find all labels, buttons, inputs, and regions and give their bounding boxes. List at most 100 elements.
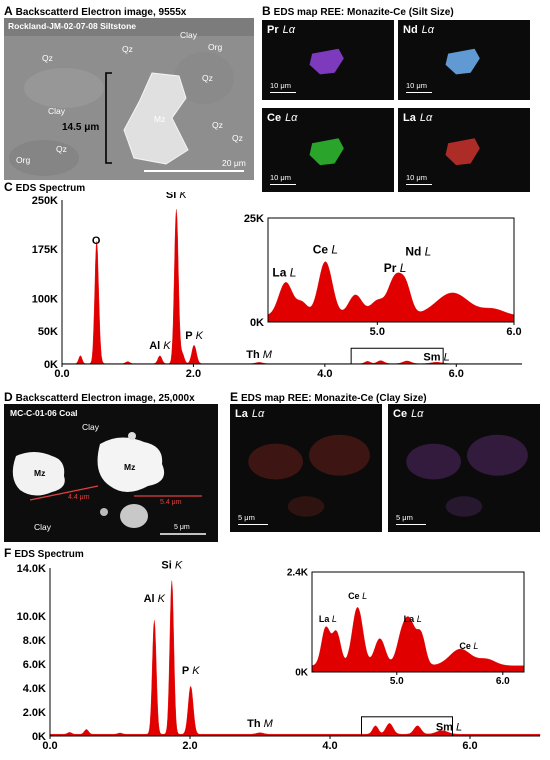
peak-label: Ce L (348, 591, 367, 601)
element-distribution (309, 48, 344, 75)
spectrum-area (311, 607, 525, 673)
element-distribution (248, 434, 370, 517)
y-tick-label: 0K (250, 317, 264, 329)
panel-d-sem-image: MC-C-01-06 Coal Clay Mz Mz Clay 4.4 μm 5… (4, 404, 218, 542)
y-tick-label: 14.0K (17, 563, 46, 575)
peak-label: Si K (161, 559, 182, 571)
panel-a-texture (4, 18, 254, 180)
y-tick-label: 6.0K (23, 659, 46, 671)
mineral-label: Mz (124, 462, 136, 472)
panel-a-title: A Backscatterd Electron image, 9555x (4, 4, 187, 18)
mineral-label: Qz (42, 53, 53, 63)
map-element-label: La Lα (235, 408, 265, 420)
element-distribution (445, 48, 480, 75)
zoom-box (361, 716, 453, 737)
eds-map-ce: Ce Lα 10 μm (262, 108, 394, 192)
panel-d-texture (4, 404, 218, 542)
scalebar (270, 92, 296, 93)
panel-c-title: C EDS Spectrum (4, 180, 86, 194)
peak-label: Al K (149, 340, 171, 352)
x-tick-label: 6.0 (449, 368, 464, 380)
y-tick-label: 0K (32, 731, 46, 743)
grain-size-measure: 5.4 μm (160, 499, 182, 506)
peak-label: La L (272, 265, 296, 279)
y-tick-label: 8.0K (23, 635, 46, 647)
element-distribution (445, 138, 480, 166)
y-tick-label: 25K (244, 213, 264, 225)
scalebar (406, 184, 432, 185)
x-tick-label: 4.0 (322, 740, 337, 752)
y-tick-label: 50K (38, 326, 58, 338)
x-tick-label: 0.0 (54, 368, 69, 380)
mineral-label: Qz (232, 133, 243, 143)
scalebar (396, 524, 426, 525)
panel-a-sample: Rockland-JM-02-07-08 Siltstone (8, 21, 137, 31)
inset-frame (267, 217, 515, 323)
spectrum-area (267, 261, 515, 323)
eds-map-ce: Ce Lα 5 μm (388, 404, 540, 532)
y-tick-label: 2.4K (287, 568, 309, 579)
scalebar-label: 5 μm (238, 513, 255, 522)
element-distribution (406, 434, 528, 517)
x-tick-label: 6.0 (462, 740, 477, 752)
monazite-grain (97, 437, 165, 492)
mineral-label: Clay (82, 422, 100, 432)
x-tick-label: 6.0 (506, 326, 521, 338)
x-tick-label: 2.0 (182, 740, 197, 752)
peak-label: O (92, 235, 101, 247)
mineral-label: Clay (180, 30, 198, 40)
spectrum-f: 0.0 2.0 4.0 6.0 0K 2.0K 4.0K 6.0K 8.0K 10.0K 14.0K… (17, 559, 541, 752)
grain-size-measure: 4.4 μm (68, 494, 90, 501)
panel-a-sem-image: Rockland-JM-02-07-08 Siltstone Qz Clay O… (4, 18, 254, 180)
x-tick-label: 2.0 (186, 368, 201, 380)
mineral-label: Qz (212, 120, 223, 130)
inset-frame (311, 571, 525, 673)
x-tick-label: 5.0 (390, 676, 404, 687)
mineral-label: Org (16, 155, 31, 165)
scalebar-label: 10 μm (406, 173, 427, 182)
spectrum-c: 0.0 2.0 4.0 6.0 0K 50K 100K 175K 250K O Si K Al K P … (32, 192, 523, 380)
y-tick-label: 0K (295, 668, 309, 679)
peak-label: Th M (246, 349, 273, 361)
panel-f-title: F EDS Spectrum (4, 546, 84, 560)
scalebar (270, 184, 296, 185)
peak-label: Si K (166, 192, 187, 201)
scalebar-label: 10 μm (270, 173, 291, 182)
scalebar-label: 10 μm (270, 81, 291, 90)
peak-label: Sm L (423, 352, 449, 364)
mineral-label: Mz (34, 468, 46, 478)
monazite-grain (123, 72, 189, 165)
panel-b-title: B EDS map REE: Monazite-Ce (Silt Size) (262, 4, 454, 18)
eds-map-la: La Lα 5 μm (230, 404, 382, 532)
peak-label: Th M (247, 718, 274, 730)
mineral-label: Mz (154, 114, 166, 124)
mineral-label: Qz (122, 44, 133, 54)
y-tick-label: 10.0K (17, 611, 46, 623)
peak-label: P K (182, 665, 200, 677)
map-element-label: Ce Lα (393, 408, 424, 420)
y-tick-label: 2.0K (23, 707, 46, 719)
measure-bracket (105, 72, 112, 164)
eds-map-nd: Nd Lα 10 μm (398, 20, 530, 100)
mineral-label: Clay (48, 106, 66, 116)
spectrum-area (61, 209, 523, 365)
eds-map-la: La Lα 10 μm (398, 108, 530, 192)
grain-size-measure: 14.5 μm (62, 122, 100, 133)
map-element-label: La Lα (403, 112, 433, 124)
peak-label: Pr L (384, 261, 407, 275)
eds-map-pr: Pr Lα 10 μm (262, 20, 394, 100)
x-tick-label: 4.0 (317, 368, 332, 380)
x-tick-label: 0.0 (42, 740, 57, 752)
panel-d-sample: MC-C-01-06 Coal (10, 408, 78, 418)
map-element-label: Pr Lα (267, 24, 296, 36)
peak-label: Nd L (405, 245, 431, 259)
scalebar-label: 5 μm (396, 513, 413, 522)
scalebar-label: 5 μm (174, 524, 190, 531)
peak-label: P K (185, 330, 203, 342)
mineral-label: Qz (56, 144, 67, 154)
element-distribution (309, 138, 344, 166)
peak-label: La L (319, 614, 337, 624)
y-tick-label: 250K (32, 195, 58, 207)
peak-label: Ce L (459, 641, 478, 651)
map-element-label: Nd Lα (403, 24, 435, 36)
